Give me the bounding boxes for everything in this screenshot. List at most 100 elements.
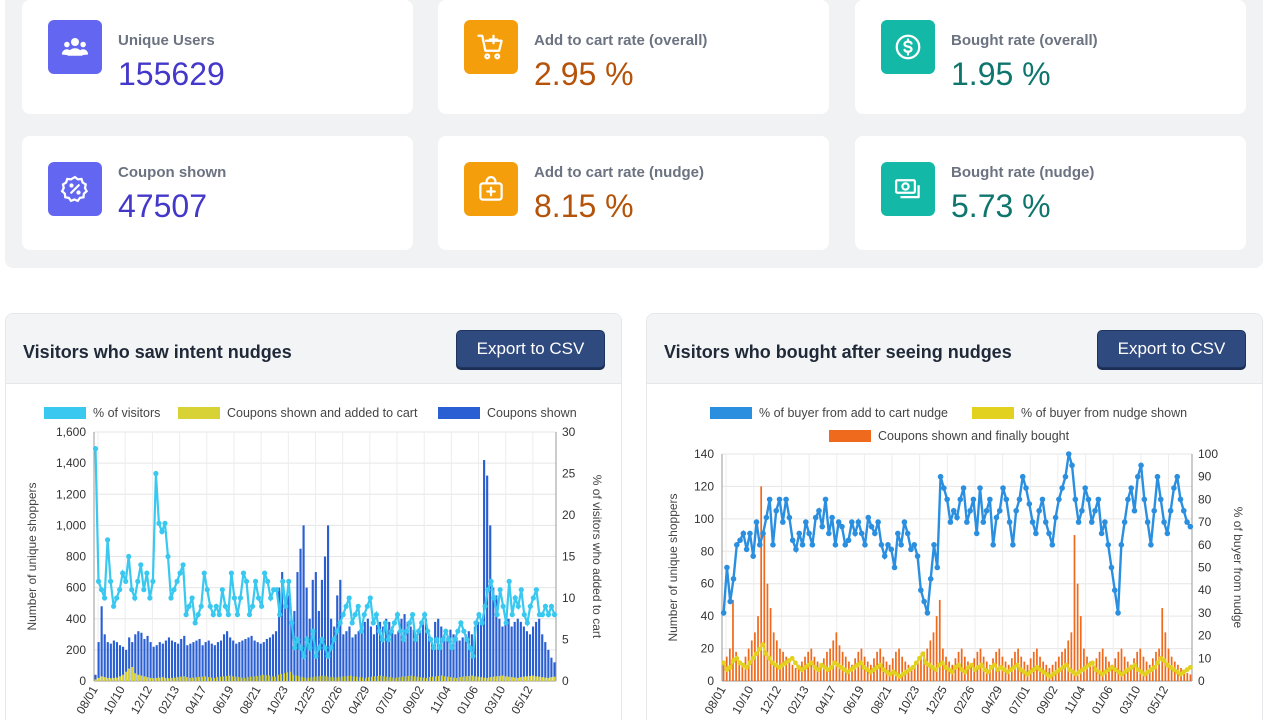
bar-coupons-added bbox=[140, 675, 143, 681]
stat-value: 8.15 % bbox=[534, 188, 634, 224]
bar-coupons-added bbox=[510, 677, 513, 681]
visitors-pct-point bbox=[156, 520, 162, 526]
add-to-cart-pct-point bbox=[1000, 485, 1006, 491]
add-to-cart-pct-point bbox=[786, 514, 793, 521]
bar-coupons-shown bbox=[278, 587, 281, 681]
nudge-shown-pct-point bbox=[992, 662, 997, 668]
bar-coupons-shown bbox=[143, 638, 146, 681]
visitors-pct-point bbox=[210, 612, 216, 618]
bar-coupons-shown bbox=[210, 643, 213, 681]
bar-coupons-added bbox=[425, 677, 428, 681]
stat-label: Bought rate (overall) bbox=[951, 32, 1098, 49]
bar-coupons-shown bbox=[274, 631, 278, 681]
y-tick-label: 20 bbox=[701, 642, 715, 656]
nudge-shown-pct-point bbox=[1132, 662, 1138, 668]
bar-coupons-added bbox=[413, 676, 416, 681]
add-to-cart-pct-point bbox=[799, 542, 806, 548]
bar-coupons-bought bbox=[1083, 648, 1085, 681]
nudge-shown-pct-point bbox=[766, 655, 772, 661]
x-tick-label: 12/12 bbox=[757, 683, 784, 716]
y-tick-label: 40 bbox=[701, 609, 715, 623]
bar-coupons-shown bbox=[467, 631, 470, 681]
bar-coupons-shown bbox=[244, 638, 247, 681]
bar-coupons-bought bbox=[960, 648, 963, 681]
nudge-shown-pct-point bbox=[753, 651, 759, 657]
visitors-pct-point bbox=[135, 578, 141, 584]
bar-coupons-added bbox=[164, 677, 167, 681]
legend-label: % of buyer from add to cart nudge bbox=[759, 406, 948, 420]
y2-tick-label: 30 bbox=[562, 425, 576, 439]
bar-coupons-added bbox=[240, 677, 243, 681]
add-to-cart-pct-point bbox=[944, 496, 950, 503]
nudge-shown-pct-point bbox=[809, 660, 815, 666]
add-to-cart-pct-point bbox=[878, 542, 885, 548]
visitors-pct-point bbox=[325, 653, 331, 659]
bar-coupons-shown bbox=[357, 631, 360, 681]
add-to-cart-pct-point bbox=[921, 598, 927, 605]
add-to-cart-pct-point bbox=[964, 519, 970, 525]
bar-coupons-shown bbox=[382, 626, 385, 681]
bar-coupons-shown bbox=[424, 618, 428, 681]
bar-coupons-bought bbox=[1104, 656, 1107, 681]
bar-coupons-added bbox=[504, 676, 507, 681]
bar-coupons-bought bbox=[775, 640, 778, 681]
visitors-pct-point bbox=[391, 620, 398, 626]
bar-coupons-added bbox=[103, 677, 106, 681]
add-to-cart-pct-point bbox=[743, 546, 750, 553]
visitors-pct-point bbox=[265, 578, 271, 584]
add-to-cart-pct-point bbox=[858, 530, 865, 537]
add-to-cart-pct-point bbox=[987, 496, 993, 503]
visitors-pct-point bbox=[286, 578, 292, 584]
bar-coupons-added bbox=[176, 677, 179, 681]
add-to-cart-pct-point bbox=[822, 496, 829, 503]
add-to-cart-pct-point bbox=[924, 610, 931, 616]
bar-coupons-shown bbox=[323, 556, 327, 681]
visitors-pct-point bbox=[225, 612, 231, 618]
add-to-cart-pct-point bbox=[996, 507, 1003, 514]
add-to-cart-pct-point bbox=[1088, 519, 1095, 525]
bar-coupons-added bbox=[188, 677, 191, 681]
visitors-pct-point bbox=[207, 603, 213, 609]
add-to-cart-pct-point bbox=[1177, 496, 1184, 503]
add-to-cart-pct-point bbox=[1171, 485, 1177, 491]
visitors-pct-point bbox=[301, 653, 307, 659]
bar-coupons-shown bbox=[213, 645, 216, 681]
bar-coupons-shown bbox=[391, 626, 394, 681]
bar-coupons-shown bbox=[418, 631, 421, 681]
bar-coupons-added bbox=[358, 677, 362, 681]
bar-coupons-shown bbox=[522, 626, 525, 681]
bar-coupons-shown bbox=[507, 618, 510, 681]
bar-coupons-added bbox=[462, 676, 465, 681]
visitors-pct-point bbox=[521, 612, 527, 618]
bar-coupons-shown bbox=[262, 642, 265, 681]
bar-coupons-shown bbox=[513, 621, 516, 681]
nudge-shown-pct-point bbox=[1152, 664, 1157, 670]
add-to-cart-pct-point bbox=[1085, 496, 1092, 503]
visitors-pct-point bbox=[313, 653, 319, 659]
chart-header: Visitors who saw intent nudges Export to… bbox=[6, 314, 621, 384]
y-tick-label: 100 bbox=[694, 512, 714, 526]
add-to-cart-pct-point bbox=[832, 542, 839, 548]
nudge-shown-pct-point bbox=[985, 669, 991, 675]
visitors-pct-point bbox=[177, 570, 183, 576]
nudge-shown-pct-point bbox=[828, 664, 834, 670]
add-to-cart-pct-point bbox=[803, 519, 809, 525]
visitors-pct-point bbox=[416, 628, 422, 634]
x-tick-label: 04/29 bbox=[345, 683, 372, 716]
x-tick-label: 02/26 bbox=[950, 683, 977, 716]
bar-coupons-bought bbox=[1186, 672, 1189, 681]
bar-coupons-added bbox=[386, 676, 389, 681]
bar-coupons-shown bbox=[198, 638, 201, 681]
visitors-pct-point bbox=[249, 603, 256, 609]
bar-coupons-shown bbox=[388, 621, 391, 681]
export-csv-button[interactable]: Export to CSV bbox=[456, 330, 605, 368]
export-csv-button[interactable]: Export to CSV bbox=[1097, 330, 1246, 368]
bar-coupons-shown bbox=[519, 621, 522, 681]
add-to-cart-pct-point bbox=[1042, 519, 1049, 525]
add-to-cart-pct-point bbox=[1072, 496, 1079, 503]
visitors-pct-point bbox=[497, 587, 503, 593]
add-to-cart-pct-point bbox=[1082, 485, 1088, 491]
bar-coupons-bought bbox=[1076, 583, 1079, 681]
visitors-pct-point bbox=[159, 529, 165, 535]
bar-coupons-added bbox=[492, 676, 495, 681]
